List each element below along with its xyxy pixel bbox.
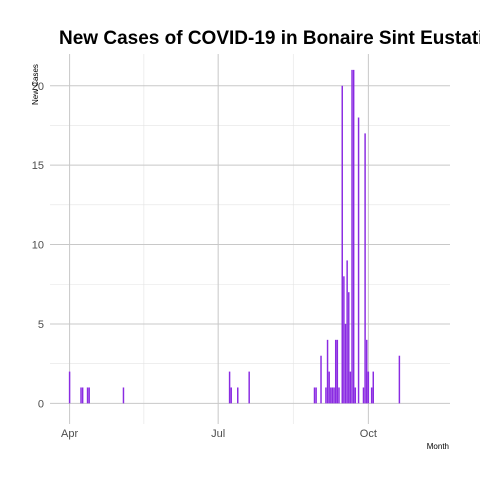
chart-title: New Cases of COVID-19 in Bonaire Sint Eu… [59, 28, 480, 49]
bar [344, 323, 347, 404]
y-tick-label: 10 [32, 240, 44, 252]
bar [122, 387, 125, 404]
y-tick-label: 5 [38, 319, 44, 331]
bar [237, 387, 239, 404]
bar [315, 387, 317, 404]
bar [336, 339, 339, 404]
bar [366, 339, 368, 404]
bar [328, 371, 330, 404]
y-tick-label: 15 [32, 160, 44, 172]
bar [352, 69, 355, 404]
bar [325, 387, 327, 404]
x-tick-label: Apr [61, 428, 78, 440]
bar [351, 69, 353, 404]
bar [81, 387, 84, 404]
bar [367, 371, 370, 404]
bar [346, 260, 348, 404]
bars [68, 69, 401, 404]
bar [357, 117, 360, 404]
bar [313, 387, 316, 404]
bar [320, 355, 322, 404]
bar [248, 371, 250, 404]
tick-labels: 0 5 10 15 20 Apr Jul Oct [32, 81, 377, 440]
bar [80, 387, 82, 404]
bar [370, 387, 373, 404]
bar [372, 371, 374, 404]
bar [86, 387, 89, 404]
bar [343, 276, 345, 404]
bar [333, 387, 335, 404]
bar [230, 387, 232, 404]
bar [349, 371, 352, 404]
bar [338, 387, 340, 404]
y-tick-label: 20 [32, 81, 44, 93]
bar [68, 371, 71, 404]
bar [348, 292, 350, 404]
bar [364, 133, 366, 404]
bar [354, 387, 357, 404]
bar [88, 387, 90, 404]
bar [326, 339, 329, 404]
x-axis-title: Month [427, 442, 449, 451]
bar [330, 387, 332, 404]
y-tick-label: 0 [38, 398, 44, 410]
y-axis-title: New Cases [31, 64, 40, 105]
grid [50, 54, 450, 424]
bar [331, 387, 334, 404]
bar [398, 355, 401, 404]
bar [334, 339, 337, 404]
x-tick-label: Jul [211, 428, 225, 440]
x-tick-label: Oct [360, 428, 377, 440]
bar [228, 371, 231, 404]
bar [362, 387, 365, 404]
bar [341, 85, 343, 404]
